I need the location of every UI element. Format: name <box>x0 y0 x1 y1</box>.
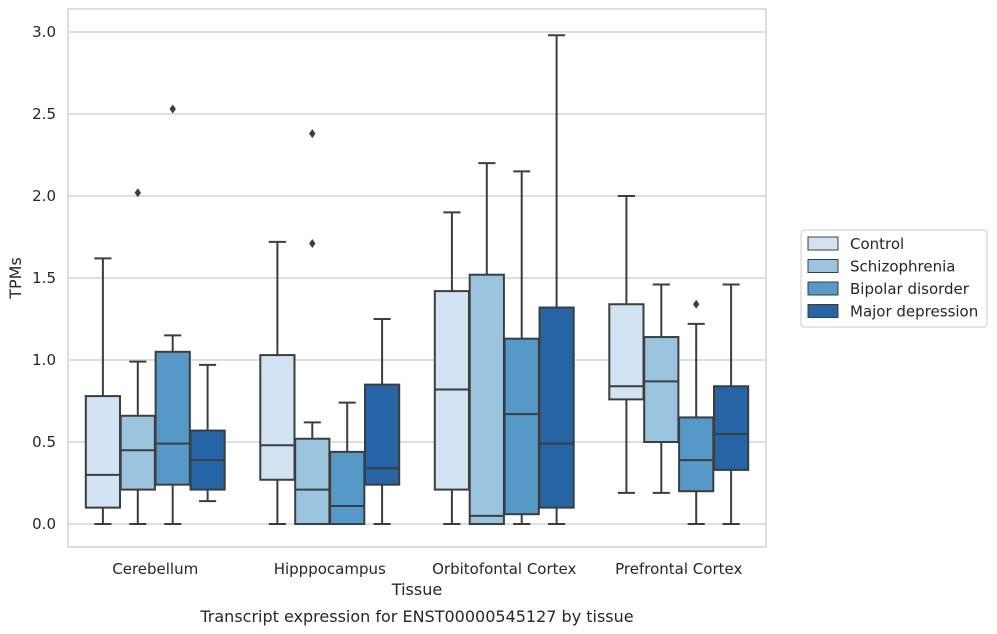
box-1-0 <box>259 240 296 526</box>
box-1-1 <box>294 129 331 526</box>
x-tick-label: Hipppocampus <box>274 560 386 578</box>
box-1-3 <box>363 318 401 526</box>
iqr-box <box>538 306 575 509</box>
box-2-0 <box>433 211 471 526</box>
x-axis-ticks: Cerebellum Hipppocampus Orbitofontal Corte… <box>112 560 742 578</box>
iqr-box <box>154 350 191 486</box>
x-axis-title: Tissue <box>391 580 442 599</box>
box-3-3 <box>712 283 750 526</box>
outlier-point <box>309 239 316 249</box>
iqr-box <box>608 303 645 401</box>
legend-label: Bipolar disorder <box>850 280 970 298</box>
x-tick-label: Cerebellum <box>112 560 198 578</box>
legend-label: Control <box>850 235 904 253</box>
box-3-1 <box>643 283 680 494</box>
y-axis-title: TPMs <box>6 257 25 300</box>
outlier-point <box>693 299 700 309</box>
legend-swatch <box>807 281 839 296</box>
outlier-point <box>309 129 316 139</box>
box-2-2 <box>503 170 540 526</box>
iqr-box <box>294 437 331 526</box>
box-0-2 <box>154 104 191 526</box>
legend-frame <box>800 229 988 328</box>
y-tick-label: 1.5 <box>32 269 56 287</box>
box-2-3 <box>538 34 575 526</box>
legend-swatch <box>807 236 839 251</box>
y-tick-label: 2.0 <box>32 187 56 205</box>
y-tick-label: 3.0 <box>32 23 56 41</box>
x-tick-label: Prefrontal Cortex <box>615 560 742 578</box>
legend-label: Schizophrenia <box>850 258 955 276</box>
box-3-2 <box>678 299 715 526</box>
iqr-box <box>363 383 401 486</box>
box-0-3 <box>189 363 226 503</box>
iqr-box <box>678 416 715 493</box>
iqr-box <box>119 414 156 491</box>
box-2-1 <box>468 162 505 526</box>
box-series <box>84 34 750 526</box>
box-0-1 <box>119 188 156 526</box>
outlier-point <box>134 188 141 198</box>
y-tick-label: 0.5 <box>32 433 56 451</box>
box-1-2 <box>329 401 366 526</box>
iqr-box <box>643 336 680 444</box>
y-tick-label: 1.0 <box>32 351 56 369</box>
box-0-0 <box>84 257 122 526</box>
legend: Control Schizophrenia Bipolar disorder Majo… <box>800 229 988 328</box>
box-3-0 <box>608 194 645 494</box>
plot-area-frame <box>67 8 767 548</box>
iqr-box <box>468 273 505 526</box>
iqr-box <box>503 337 540 516</box>
iqr-box <box>84 395 122 509</box>
iqr-box <box>329 450 366 526</box>
outlier-point <box>169 104 176 114</box>
chart-caption: Transcript expression for ENST0000054512… <box>199 607 633 626</box>
y-tick-label: 0.0 <box>32 515 56 533</box>
y-tick-label: 2.5 <box>32 105 56 123</box>
x-tick-label: Orbitofontal Cortex <box>432 560 576 578</box>
legend-swatch <box>807 304 839 318</box>
legend-label: Major depression <box>850 303 978 321</box>
y-axis-ticks: 0.0 0.5 1.0 1.5 2.0 2.5 3.0 <box>32 23 56 533</box>
legend-swatch <box>807 259 839 273</box>
iqr-box <box>259 354 296 481</box>
iqr-box <box>712 385 750 471</box>
